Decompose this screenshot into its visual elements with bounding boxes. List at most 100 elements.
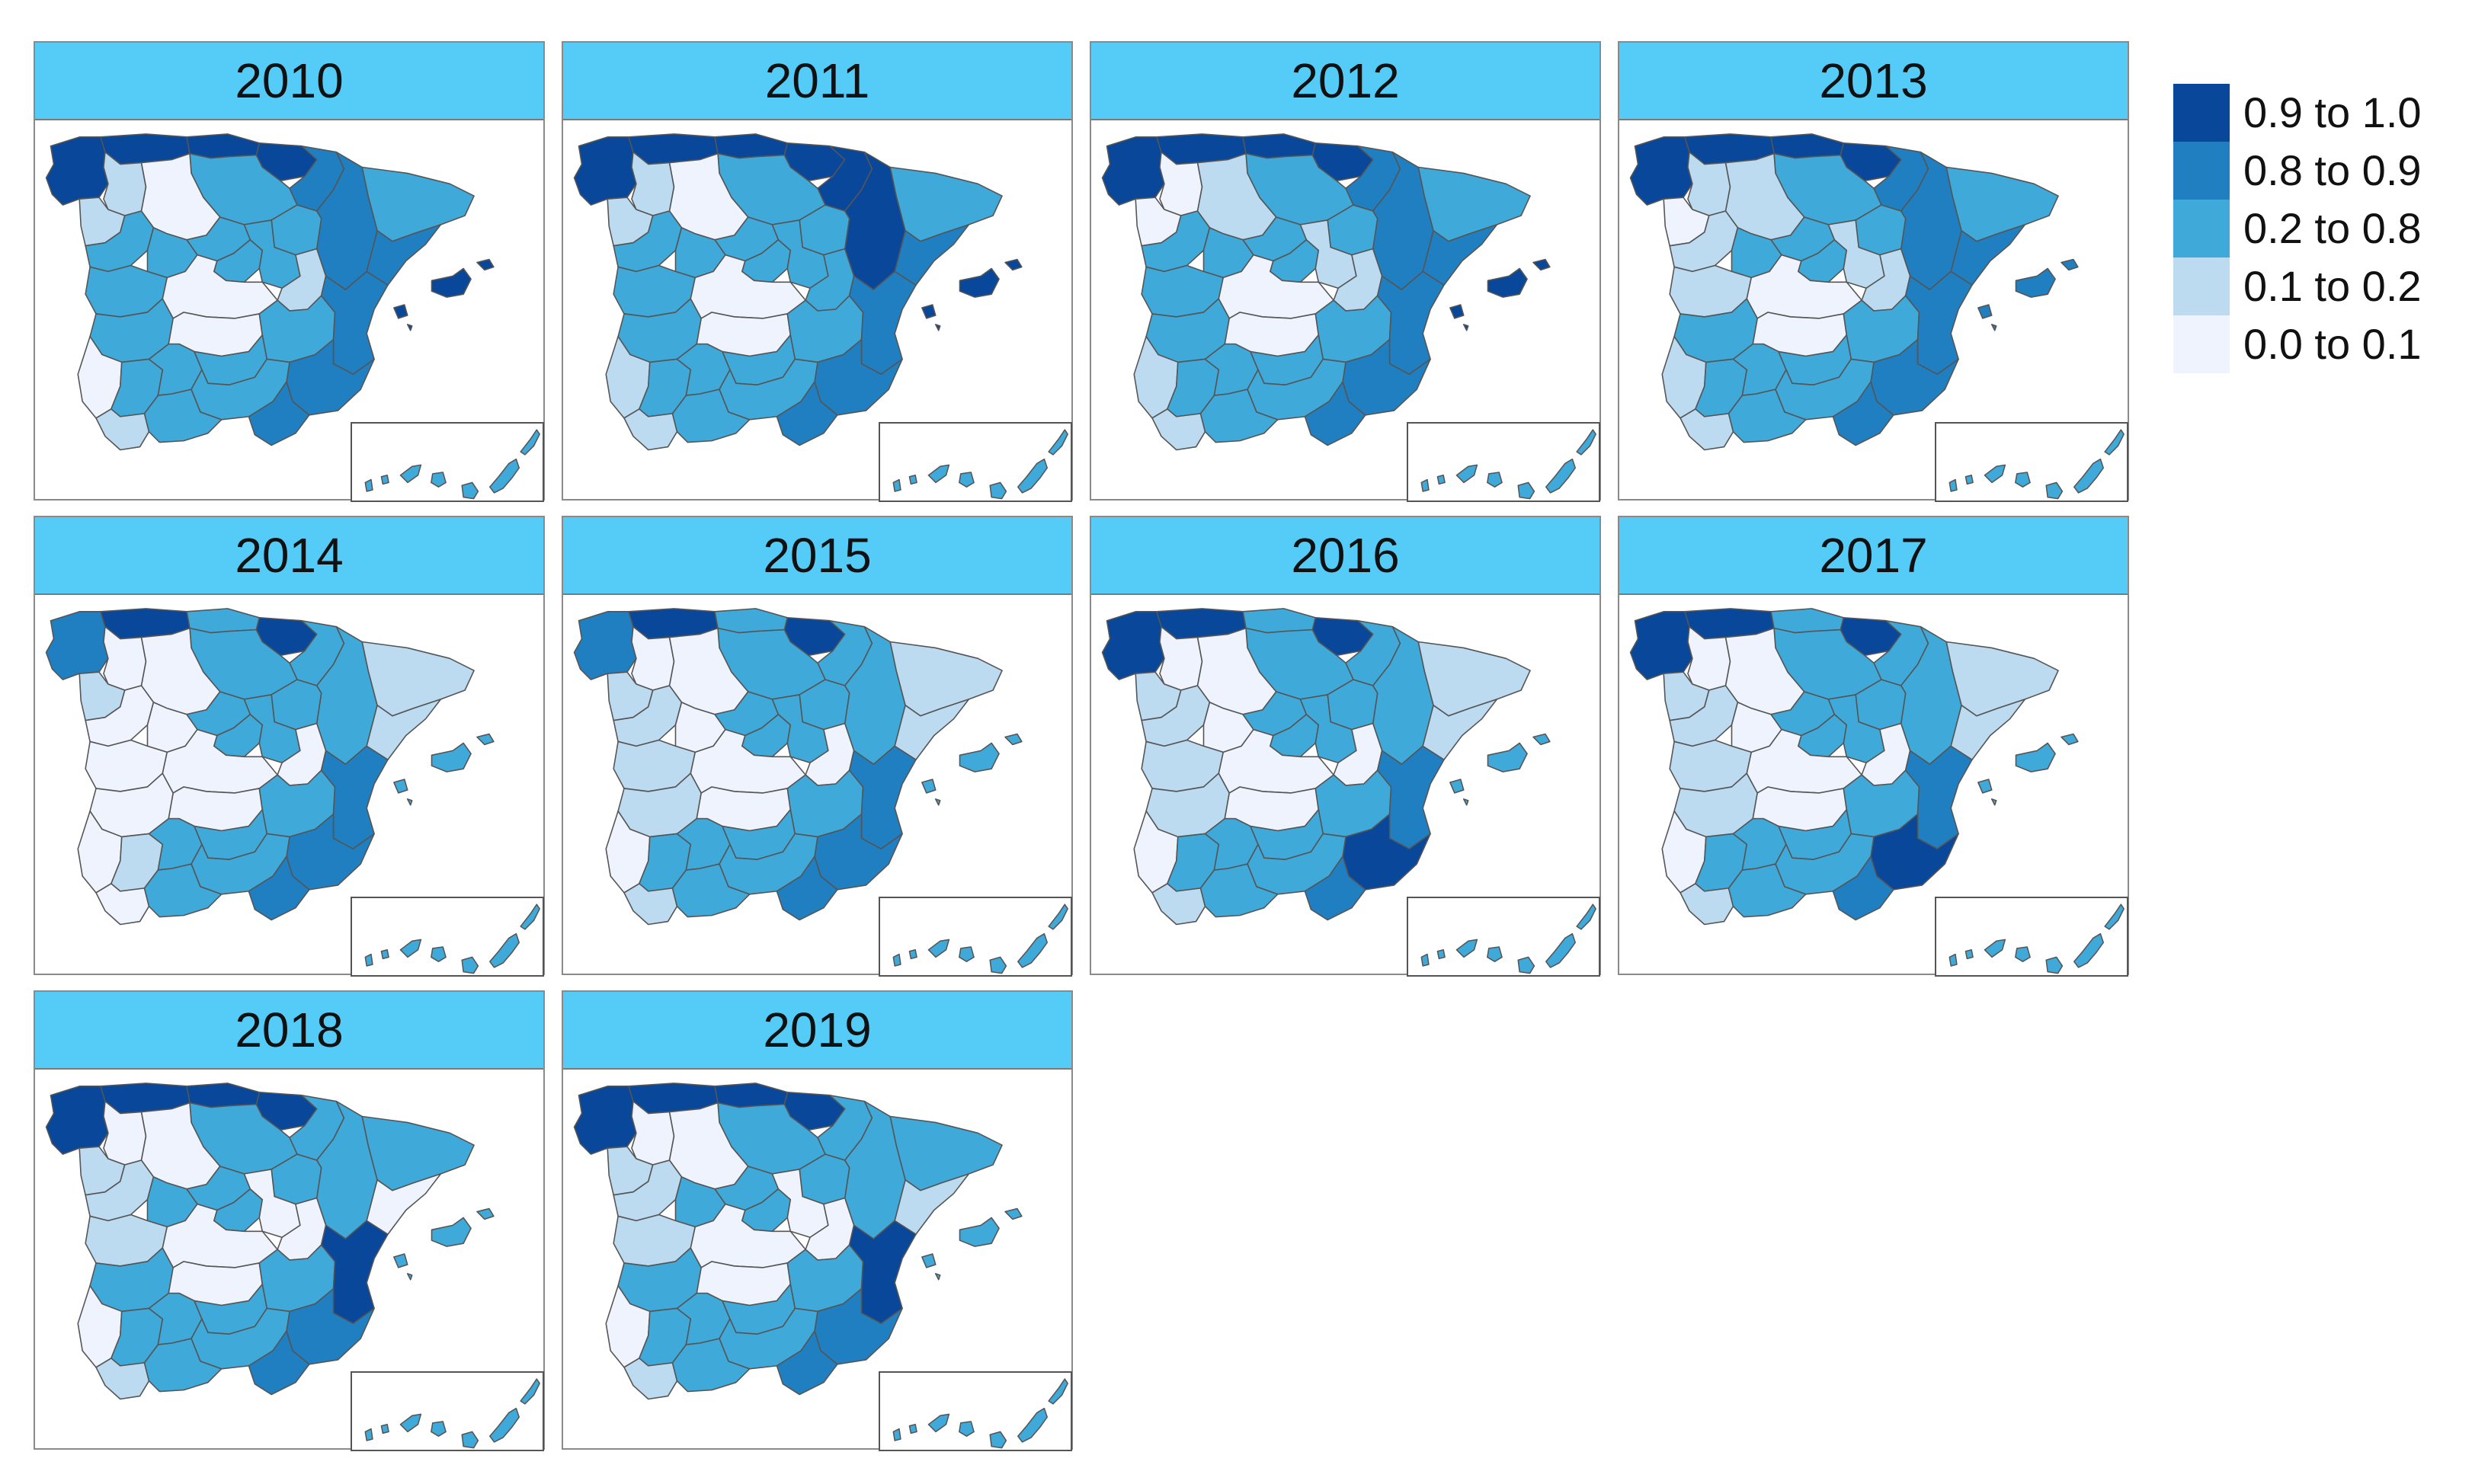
region-balearics-island bbox=[1977, 779, 1993, 794]
region-canarias-island bbox=[2015, 946, 2031, 962]
canary-islands-inset bbox=[351, 897, 544, 977]
region-canarias-island bbox=[431, 1421, 447, 1437]
region-catalonia bbox=[889, 166, 1003, 242]
region-canarias-island bbox=[2073, 458, 2104, 494]
region-canarias-island bbox=[1487, 472, 1503, 488]
region-cantabria bbox=[714, 133, 789, 159]
region-almeria bbox=[1832, 856, 1894, 921]
region-cantabria bbox=[1242, 608, 1317, 634]
region-cantabria bbox=[1770, 133, 1845, 159]
region-malaga bbox=[671, 1338, 751, 1393]
region-canarias-island bbox=[520, 1378, 540, 1405]
panel-year-title: 2013 bbox=[1819, 53, 1928, 108]
spain-map bbox=[1629, 608, 2079, 926]
region-canarias-island bbox=[989, 481, 1007, 500]
region-canarias-island bbox=[1455, 464, 1478, 484]
region-balearics-island bbox=[431, 267, 472, 298]
canary-islands-inset bbox=[351, 1371, 544, 1451]
spain-map bbox=[573, 1083, 1023, 1400]
region-catalonia bbox=[361, 641, 475, 717]
spain-map bbox=[1101, 608, 1551, 926]
region-balearics-island bbox=[921, 779, 937, 794]
spain-map bbox=[45, 1083, 495, 1400]
region-canarias-island bbox=[1436, 949, 1446, 960]
spain-map bbox=[45, 608, 495, 926]
region-cadiz bbox=[1151, 883, 1206, 926]
region-galicia bbox=[1629, 136, 1693, 206]
legend-label: 0.2 to 0.8 bbox=[2243, 204, 2422, 252]
canary-islands-inset bbox=[1407, 422, 1600, 502]
region-balearics-island bbox=[959, 1217, 1000, 1247]
legend-label: 0.1 to 0.2 bbox=[2243, 262, 2422, 310]
region-canarias-island bbox=[1017, 932, 1048, 968]
region-balearics-island bbox=[2015, 742, 2056, 772]
region-canarias-island bbox=[2073, 932, 2104, 968]
region-catalonia bbox=[1945, 166, 2059, 242]
region-balearics-island bbox=[921, 1253, 937, 1268]
map-panel-2012: 2012 bbox=[1090, 41, 1601, 502]
region-cadiz bbox=[95, 883, 150, 926]
region-canarias-island bbox=[489, 932, 520, 968]
region-canarias-island bbox=[1576, 904, 1596, 930]
canary-islands-inset bbox=[879, 422, 1072, 502]
legend-item: 0.0 to 0.1 bbox=[2173, 315, 2448, 373]
region-canarias-island bbox=[927, 464, 950, 484]
region-cadiz bbox=[1679, 883, 1734, 926]
region-balearics-island bbox=[1004, 1207, 1023, 1220]
region-canarias-island bbox=[1048, 904, 1068, 930]
region-canarias-island bbox=[364, 1428, 373, 1441]
panel-year-title: 2011 bbox=[764, 53, 870, 108]
region-balearics-island bbox=[1449, 779, 1465, 794]
canary-islands-map bbox=[364, 904, 540, 974]
region-catalonia bbox=[889, 641, 1003, 717]
region-cantabria bbox=[186, 1083, 261, 1108]
region-balearics-island bbox=[476, 1207, 495, 1220]
region-canarias-island bbox=[2045, 956, 2064, 974]
region-balearics-island bbox=[393, 779, 408, 794]
region-balearics-island bbox=[1990, 324, 1997, 331]
region-canarias-island bbox=[1436, 475, 1446, 485]
region-canarias-island bbox=[1545, 458, 1576, 494]
region-galicia bbox=[45, 136, 109, 206]
panel-header: 2014 bbox=[35, 517, 543, 595]
region-canarias-island bbox=[908, 949, 917, 960]
region-canarias-island bbox=[2104, 429, 2125, 456]
region-balearics-island bbox=[431, 1217, 472, 1247]
region-balearics-island bbox=[2061, 733, 2079, 746]
region-balearics-island bbox=[393, 1253, 408, 1268]
canary-islands-inset bbox=[879, 1371, 1072, 1451]
region-balearics-island bbox=[934, 1273, 941, 1281]
canary-islands-inset bbox=[1407, 897, 1600, 977]
legend-item: 0.9 to 1.0 bbox=[2173, 84, 2448, 142]
region-canarias-island bbox=[1948, 478, 1958, 492]
region-almeria bbox=[776, 381, 838, 446]
canary-islands-map bbox=[1420, 904, 1596, 974]
region-balearics-island bbox=[2061, 258, 2079, 271]
canary-islands-map bbox=[1948, 429, 2125, 500]
panel-header: 2018 bbox=[35, 992, 543, 1070]
map-panel-2017: 2017 bbox=[1618, 516, 2129, 977]
region-canarias-island bbox=[1545, 932, 1576, 968]
region-canarias-island bbox=[489, 1407, 520, 1443]
region-balearics-island bbox=[2015, 267, 2056, 298]
region-malaga bbox=[1199, 389, 1279, 443]
region-cadiz bbox=[623, 883, 678, 926]
spain-map bbox=[1629, 133, 2079, 451]
region-canarias-island bbox=[927, 1413, 950, 1433]
region-balearics-island bbox=[476, 258, 495, 271]
region-canarias-island bbox=[380, 475, 389, 485]
region-canarias-island bbox=[2045, 481, 2064, 500]
region-canarias-island bbox=[959, 1421, 975, 1437]
region-canarias-island bbox=[399, 1413, 422, 1433]
region-galicia bbox=[573, 611, 637, 680]
region-malaga bbox=[1728, 389, 1807, 443]
legend-label: 0.9 to 1.0 bbox=[2243, 88, 2422, 136]
region-cadiz bbox=[1679, 408, 1734, 451]
spain-map bbox=[573, 608, 1023, 926]
map-panel-2014: 2014 bbox=[34, 516, 545, 977]
region-cadiz bbox=[1151, 408, 1206, 451]
region-canarias-island bbox=[1948, 953, 1958, 967]
region-catalonia bbox=[889, 1115, 1003, 1191]
spain-map bbox=[45, 133, 495, 451]
region-balearics-island bbox=[1487, 267, 1528, 298]
